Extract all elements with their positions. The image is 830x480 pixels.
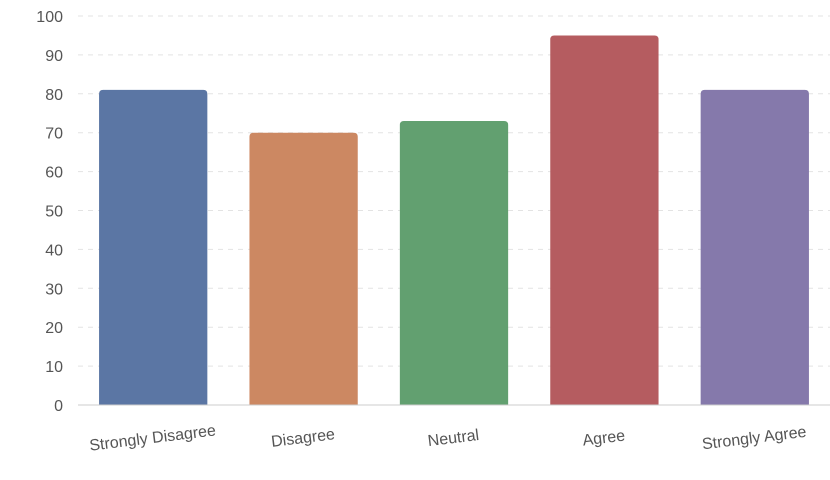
x-tick-label: Neutral bbox=[427, 427, 480, 450]
x-tick-label: Strongly Agree bbox=[701, 424, 807, 454]
y-tick-label: 50 bbox=[45, 204, 63, 221]
y-tick-label: 70 bbox=[45, 126, 63, 143]
y-tick-label: 10 bbox=[45, 359, 63, 376]
y-tick-label: 100 bbox=[36, 9, 63, 26]
y-axis: 0 10 20 30 40 50 60 70 80 90 100 bbox=[36, 9, 63, 415]
y-tick-label: 90 bbox=[45, 48, 63, 65]
x-tick-label: Strongly Disagree bbox=[89, 422, 217, 454]
y-tick-label: 60 bbox=[45, 165, 63, 182]
bar-disagree[interactable] bbox=[249, 132, 358, 405]
bar-agree[interactable] bbox=[550, 35, 659, 405]
bars bbox=[99, 35, 809, 405]
y-tick-label: 20 bbox=[45, 320, 63, 337]
bar-strongly-agree[interactable] bbox=[700, 89, 809, 405]
y-tick-label: 30 bbox=[45, 281, 63, 298]
y-tick-label: 40 bbox=[45, 242, 63, 259]
y-tick-label: 0 bbox=[54, 398, 63, 415]
x-tick-label: Disagree bbox=[270, 426, 336, 451]
bar-neutral[interactable] bbox=[399, 121, 509, 405]
y-tick-label: 80 bbox=[45, 87, 63, 104]
x-tick-label: Agree bbox=[582, 427, 627, 449]
bar-strongly-disagree[interactable] bbox=[99, 89, 208, 405]
x-axis-labels: Strongly Disagree Disagree Neutral Agree Str… bbox=[89, 422, 808, 454]
